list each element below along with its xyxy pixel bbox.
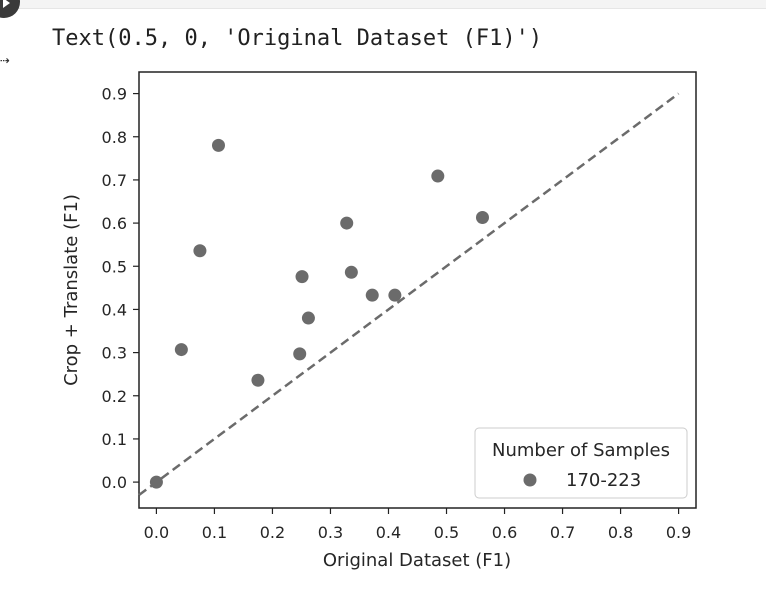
data-point	[344, 265, 358, 279]
y-tick-label: 0.2	[102, 387, 127, 406]
data-point	[301, 311, 315, 325]
x-tick-label: 0.1	[202, 523, 227, 542]
y-tick-label: 0.7	[102, 171, 127, 190]
legend-entry-label: 170-223	[566, 470, 641, 491]
play-icon	[3, 0, 10, 8]
output-arrow-icon[interactable]: ⇢	[0, 50, 10, 69]
plot-area	[138, 71, 697, 509]
legend-title: Number of Samples	[492, 440, 670, 461]
data-point	[388, 288, 402, 302]
data-point	[295, 270, 309, 284]
data-point	[149, 475, 163, 489]
y-tick-label: 0.1	[102, 430, 127, 449]
x-tick-label: 0.2	[260, 523, 285, 542]
x-tick-label: 0.0	[144, 523, 169, 542]
data-point	[365, 288, 379, 302]
y-axis-label: Crop + Translate (F1)	[61, 194, 82, 386]
y-tick-label: 0.9	[102, 85, 127, 104]
y-tick-label: 0.4	[102, 300, 127, 319]
data-point	[193, 244, 207, 258]
legend-marker	[523, 473, 537, 487]
x-axis-ticks: 0.0 0.1 0.2 0.3 0.4 0.5 0.6 0.7 0.8 0.9	[144, 508, 691, 542]
y-axis-ticks: 0.0 0.1 0.2 0.3 0.4 0.5 0.6 0.7 0.8 0.9	[102, 85, 139, 492]
data-point	[475, 210, 489, 224]
data-points	[149, 138, 489, 489]
x-tick-label: 0.4	[376, 523, 401, 542]
data-point	[211, 138, 225, 152]
cell-output-text: Text(0.5, 0, 'Original Dataset (F1)')	[52, 26, 543, 51]
cell-top-border	[0, 0, 766, 9]
data-point	[251, 373, 265, 387]
y-tick-label: 0.6	[102, 214, 127, 233]
y-tick-label: 0.8	[102, 128, 127, 147]
x-tick-label: 0.7	[550, 523, 575, 542]
x-tick-label: 0.9	[666, 523, 691, 542]
y-tick-label: 0.5	[102, 257, 127, 276]
data-point	[340, 216, 354, 230]
reference-line	[138, 92, 680, 497]
x-tick-label: 0.6	[492, 523, 517, 542]
axes-frame	[138, 71, 697, 509]
data-point	[293, 347, 307, 361]
x-tick-label: 0.8	[608, 523, 633, 542]
data-point	[431, 169, 445, 183]
x-tick-label: 0.3	[318, 523, 343, 542]
data-point	[174, 343, 188, 357]
x-axis-label: Original Dataset (F1)	[323, 550, 511, 571]
legend: Number of Samples 170-223	[474, 427, 688, 499]
run-cell-button[interactable]	[0, 0, 20, 18]
y-tick-label: 0.0	[102, 473, 127, 492]
x-tick-label: 0.5	[434, 523, 459, 542]
y-tick-label: 0.3	[102, 344, 127, 363]
